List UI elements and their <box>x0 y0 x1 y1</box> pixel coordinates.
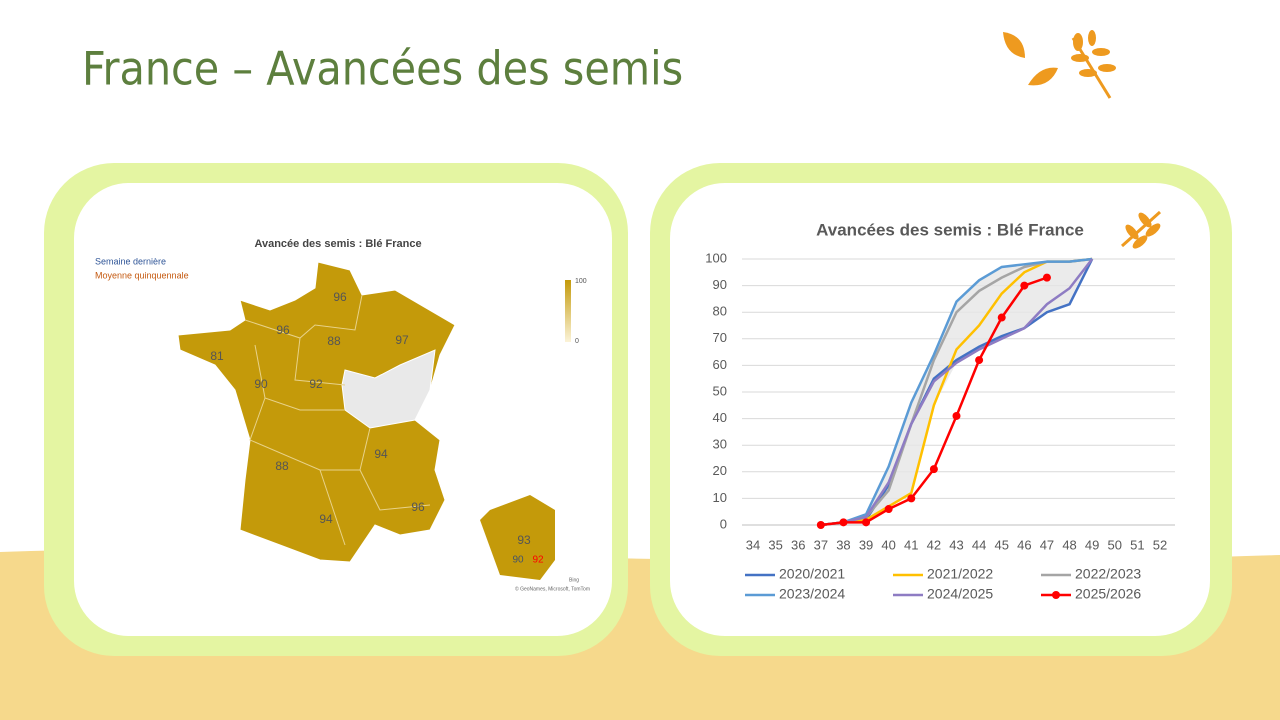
x-tick-label: 48 <box>1062 537 1076 552</box>
region-value: 96 <box>333 290 347 304</box>
data-point <box>816 521 825 529</box>
x-tick-label: 50 <box>1108 537 1122 552</box>
region-value: 92 <box>309 377 323 391</box>
legend-label: 2021/2022 <box>927 566 993 582</box>
legend-label: 2022/2023 <box>1075 566 1141 582</box>
data-point <box>952 411 961 420</box>
data-point <box>907 494 916 503</box>
x-tick-label: 38 <box>836 537 850 552</box>
region-value: 90 <box>254 377 268 391</box>
series-line <box>820 257 1093 527</box>
x-tick-label: 35 <box>768 537 782 552</box>
data-point <box>884 505 893 514</box>
region-value: 96 <box>276 323 290 337</box>
data-point <box>997 313 1006 322</box>
y-tick-label: 10 <box>713 490 727 505</box>
y-tick-label: 60 <box>713 357 727 372</box>
x-tick-label: 37 <box>814 537 828 552</box>
map-source: © GeoNames, Microsoft, TomTom <box>515 585 590 592</box>
region-value: 94 <box>319 512 333 526</box>
y-tick-label: 20 <box>713 463 727 478</box>
data-point <box>1020 281 1029 290</box>
region-no-data <box>341 349 436 429</box>
x-tick-label: 36 <box>791 537 805 552</box>
x-tick-label: 47 <box>1040 537 1054 552</box>
scale-label: 0 <box>575 338 579 345</box>
map-source: Bing <box>569 577 579 583</box>
region-borders <box>244 294 431 546</box>
card <box>670 183 1210 636</box>
data-point <box>929 465 938 474</box>
series-line <box>820 258 1094 527</box>
scale-label: 100 <box>575 278 587 285</box>
x-tick-label: 52 <box>1153 537 1167 552</box>
region-value: 94 <box>374 447 388 461</box>
legend-marker <box>1052 591 1060 599</box>
range-band <box>820 259 1093 525</box>
region-value: 93 <box>517 533 531 547</box>
region-value: 97 <box>395 333 409 347</box>
x-tick-label: 43 <box>949 537 963 552</box>
x-tick-label: 49 <box>1085 537 1099 552</box>
legend-label: 2024/2025 <box>927 586 993 602</box>
x-tick-label: 46 <box>1017 537 1031 552</box>
data-point <box>975 356 984 365</box>
map-title: Avancée des semis : Blé France <box>254 238 421 250</box>
x-tick-label: 45 <box>994 537 1008 552</box>
region-value: 88 <box>327 334 341 348</box>
map-legend-label: Moyenne quinquennale <box>95 270 189 280</box>
y-tick-label: 0 <box>720 516 727 531</box>
page-title: France – Avancées des semis <box>82 42 683 96</box>
x-tick-label: 41 <box>904 537 918 552</box>
corsica <box>480 495 555 580</box>
data-point <box>862 518 871 527</box>
region-value: 96 <box>411 500 425 514</box>
x-tick-label: 44 <box>972 537 986 552</box>
legend-label: 2023/2024 <box>779 586 845 602</box>
x-tick-label: 51 <box>1130 537 1144 552</box>
x-tick-label: 34 <box>746 537 760 552</box>
y-tick-label: 90 <box>713 277 727 292</box>
y-tick-label: 100 <box>705 250 727 265</box>
region-value: 81 <box>210 349 224 363</box>
region-value: 92 <box>532 555 544 566</box>
y-tick-label: 40 <box>713 410 727 425</box>
y-tick-label: 30 <box>713 437 727 452</box>
x-tick-label: 42 <box>927 537 941 552</box>
x-tick-label: 39 <box>859 537 873 552</box>
y-tick-label: 80 <box>713 304 727 319</box>
wheat-icon <box>1120 210 1162 249</box>
legend-label: 2020/2021 <box>779 566 845 582</box>
data-point <box>839 518 848 527</box>
data-point <box>1042 273 1051 282</box>
x-tick-label: 40 <box>881 537 895 552</box>
color-scale <box>565 280 571 342</box>
line-chart: 0 10 20 30 40 50 60 70 80 90 100 34 35 36 37 38 39 40 41 42… <box>705 250 1175 602</box>
region-value: 90 <box>512 555 524 566</box>
y-tick-label: 50 <box>713 383 727 398</box>
chart-title: Avancées des semis : Blé France <box>816 220 1084 239</box>
decor-leaves <box>1003 30 1116 99</box>
region-value: 88 <box>275 459 289 473</box>
map-legend-label: Semaine dernière <box>95 256 166 266</box>
y-tick-label: 70 <box>713 330 727 345</box>
map: Avancée des semis : Blé France Semaine d… <box>95 238 590 592</box>
legend-label: 2025/2026 <box>1075 586 1141 602</box>
